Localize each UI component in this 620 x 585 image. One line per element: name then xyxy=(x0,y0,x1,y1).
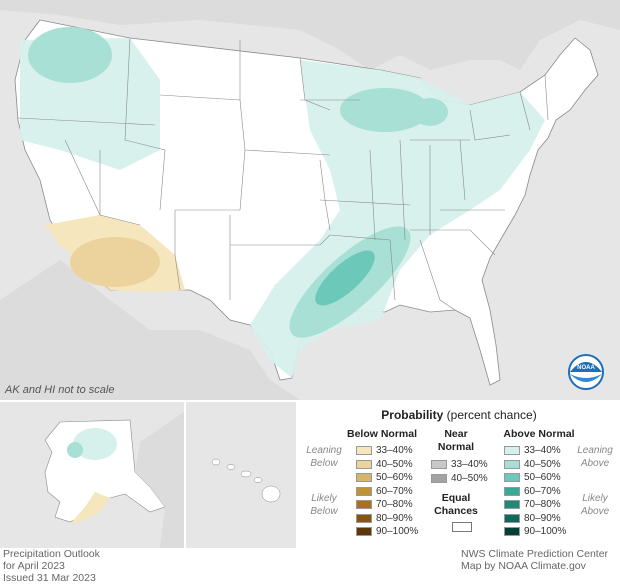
noaa-logo: NOAA xyxy=(568,354,604,390)
legend: Probability (percent chance) Below Norma… xyxy=(298,402,620,548)
leaning-above-label: Leaning Above xyxy=(577,445,613,469)
alaska-inset-map xyxy=(0,402,184,548)
footer-source: NWS Climate Prediction Center xyxy=(461,548,609,560)
above-normal-swatch xyxy=(504,486,520,496)
above-normal-swatch xyxy=(504,527,520,536)
near-normal-header: Near Normal xyxy=(437,428,475,453)
below-normal-label: 70–80% xyxy=(376,499,413,510)
above-normal-row: 33–40% xyxy=(504,445,561,456)
near-normal-label: 40–50% xyxy=(451,472,488,484)
above-normal-swatch xyxy=(504,473,520,482)
below-normal-row: 80–90% xyxy=(356,513,413,524)
above-normal-row: 70–80% xyxy=(504,499,561,510)
above-normal-shading xyxy=(20,27,545,378)
below-normal-row: 50–60% xyxy=(356,472,413,483)
near-normal-swatch xyxy=(431,460,447,469)
above-normal-label: 60–70% xyxy=(524,485,561,497)
below-normal-swatch xyxy=(356,513,372,523)
canada-inset-land xyxy=(135,412,184,548)
likely-below-label: Likely Below xyxy=(310,493,338,517)
above-normal-row: 40–50% xyxy=(504,459,561,470)
above-normal-row: 50–60% xyxy=(504,472,561,483)
footer-credit: Map by NOAA Climate.gov xyxy=(461,560,586,572)
below-normal-swatch xyxy=(356,500,372,509)
above-normal-swatch xyxy=(504,446,520,455)
below-normal-row: 60–70% xyxy=(356,486,413,497)
near-normal-row: 33–40% xyxy=(431,459,488,470)
below-normal-label: 33–40% xyxy=(376,445,413,456)
above-normal-row: 60–70% xyxy=(504,486,561,497)
below-normal-row: 90–100% xyxy=(356,526,418,537)
above-normal-label: 50–60% xyxy=(524,472,561,483)
above-normal-label: 40–50% xyxy=(524,458,561,470)
below-normal-row: 40–50% xyxy=(356,459,413,470)
mexico-land xyxy=(0,260,300,400)
below-normal-label: 90–100% xyxy=(376,526,419,537)
below-normal-header: Below Normal xyxy=(346,428,417,440)
below-normal-row: 33–40% xyxy=(356,445,413,456)
alaska-below-33-40 xyxy=(70,492,110,524)
footer-issued: Issued 31 Mar 2023 xyxy=(3,572,96,584)
footer-left: Precipitation Outlook for April 2023 Iss… xyxy=(3,548,100,584)
below-normal-swatch xyxy=(356,459,372,469)
below-normal-label: 80–90% xyxy=(376,512,413,524)
noaa-logo-text: NOAA xyxy=(577,365,595,371)
above-normal-label: 80–90% xyxy=(524,512,561,524)
below-normal-label: 50–60% xyxy=(376,472,413,483)
below-normal-label: 40–50% xyxy=(376,458,413,470)
below-normal-label: 60–70% xyxy=(376,485,413,497)
below-normal-swatch xyxy=(356,527,372,536)
footer-period: for April 2023 xyxy=(3,560,65,572)
above-normal-label: 70–80% xyxy=(524,499,561,510)
legend-title: Probability (percent chance) xyxy=(381,408,537,422)
canada-land xyxy=(0,0,620,70)
above-normal-label: 90–100% xyxy=(524,526,567,537)
above-normal-row: 90–100% xyxy=(504,526,566,537)
near-normal-swatch xyxy=(431,473,447,483)
above-normal-swatch xyxy=(504,500,520,509)
above-normal-swatch xyxy=(504,513,520,523)
near-normal-row: 40–50% xyxy=(431,473,488,484)
below-normal-swatch xyxy=(356,446,372,455)
footer-right: NWS Climate Prediction Center Map by NOA… xyxy=(461,548,608,572)
above-normal-header: Above Normal xyxy=(503,428,575,440)
above-normal-swatch xyxy=(504,459,520,469)
equal-chances-label: Equal Chances xyxy=(434,492,478,517)
below-normal-row: 70–80% xyxy=(356,499,413,510)
above-normal-row: 80–90% xyxy=(504,513,561,524)
below-normal-swatch xyxy=(356,473,372,482)
leaning-below-label: Leaning Below xyxy=(306,445,342,469)
near-normal-label: 33–40% xyxy=(451,459,488,470)
footer-title: Precipitation Outlook xyxy=(3,548,100,560)
state-borders xyxy=(17,37,549,311)
alaska-above-33-40 xyxy=(73,428,117,460)
scale-note: AK and HI not to scale xyxy=(5,384,115,396)
hawaii-islands xyxy=(211,458,281,503)
hawaii-inset-map xyxy=(186,402,296,548)
below-normal-swatch xyxy=(356,486,372,496)
equal-chances-swatch xyxy=(452,522,472,532)
below-normal-shading xyxy=(45,215,185,292)
likely-above-label: Likely Above xyxy=(580,493,610,517)
above-normal-label: 33–40% xyxy=(524,445,561,456)
conus-map: NOAA xyxy=(0,0,620,400)
alaska-above-40-50 xyxy=(67,442,83,458)
